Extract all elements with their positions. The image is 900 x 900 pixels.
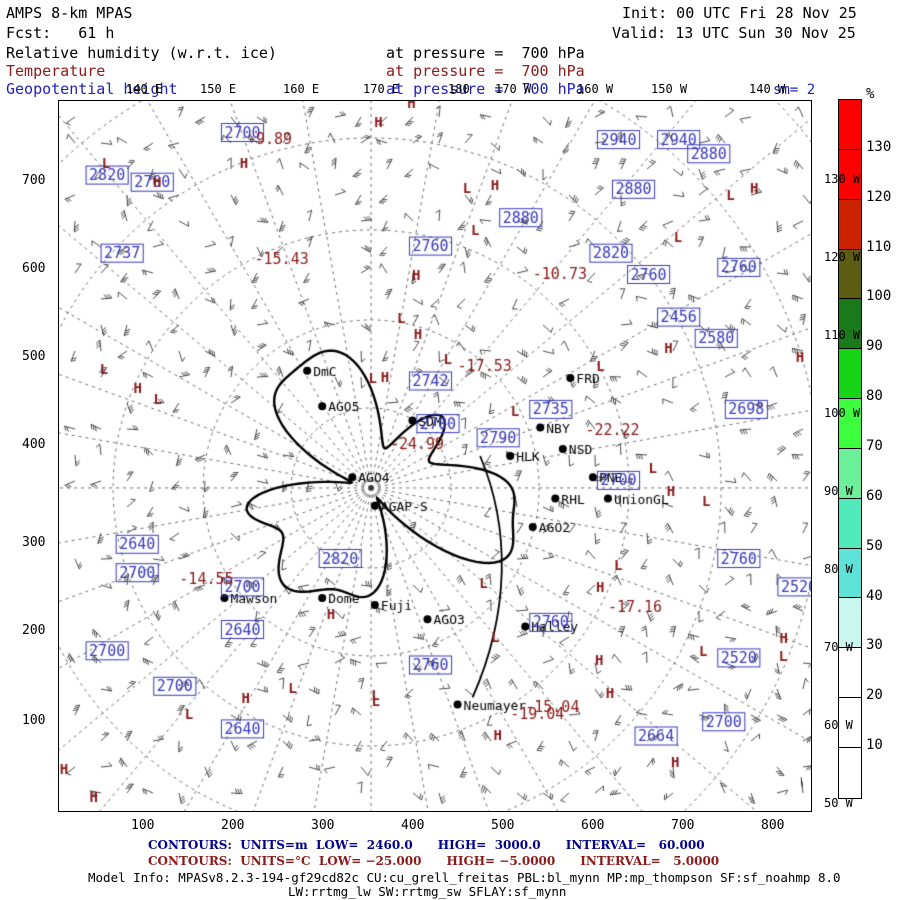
smoothing-label: sm= 2 bbox=[773, 82, 816, 98]
lon-label-140w: 140 W bbox=[749, 82, 786, 96]
footer-model-info: Model Info: MPASv8.2.3-194-gf29cd82c CU:… bbox=[88, 870, 841, 885]
init-time: Init: 00 UTC Fri 28 Nov 25 bbox=[622, 4, 857, 22]
lat-label-80w: 80 W bbox=[824, 562, 853, 576]
colorbar-tick-80: 80 bbox=[866, 388, 883, 405]
footer-height-contour-info: CONTOURS: UNITS=m LOW= 2460.0 HIGH= 3000… bbox=[148, 838, 705, 852]
y-axis-label-100: 100 bbox=[22, 713, 46, 728]
forecast-hour: Fcst: 61 h bbox=[6, 24, 115, 42]
lon-label-170w: 170 W bbox=[495, 82, 532, 96]
field-temperature-pressure: at pressure = 700 hPa bbox=[386, 62, 585, 80]
y-axis-label-700: 700 bbox=[22, 173, 46, 188]
colorbar-band-10 bbox=[839, 747, 861, 798]
lat-label-70w: 70 W bbox=[824, 640, 853, 654]
field-rh-pressure: at pressure = 700 hPa bbox=[386, 44, 585, 62]
lon-label-140e: 140 E bbox=[126, 82, 163, 96]
lat-label-130w: 130 W bbox=[824, 172, 861, 186]
lat-label-50w: 50 W bbox=[824, 796, 853, 810]
colorbar-band-20 bbox=[839, 698, 861, 748]
footer-temp-contour-info: CONTOURS: UNITS=°C LOW= −25.000 HIGH= −5… bbox=[148, 854, 720, 868]
lon-label-150e: 150 E bbox=[200, 82, 237, 96]
lon-label-150w: 150 W bbox=[651, 82, 688, 96]
field-rh-label: Relative humidity (w.r.t. ice) bbox=[6, 44, 277, 62]
y-axis-label-200: 200 bbox=[22, 623, 46, 638]
colorbar-band-130 bbox=[839, 149, 861, 200]
y-axis-label-600: 600 bbox=[22, 261, 46, 276]
x-axis-label-700: 700 bbox=[671, 818, 695, 833]
colorbar-tick-130: 130 bbox=[866, 138, 892, 155]
valid-time: Valid: 13 UTC Sun 30 Nov 25 bbox=[612, 24, 856, 42]
field-height-pressure: at pressure = 700 hPa bbox=[386, 80, 585, 98]
lon-label-180: 180 bbox=[448, 82, 470, 96]
colorbar-band-140 bbox=[839, 100, 861, 150]
x-axis-label-300: 300 bbox=[311, 818, 335, 833]
colorbar-band-60 bbox=[839, 498, 861, 549]
lon-label-160w: 160 W bbox=[577, 82, 614, 96]
lat-label-60w: 60 W bbox=[824, 718, 853, 732]
map-plot-area[interactable] bbox=[58, 100, 812, 812]
y-axis-label-400: 400 bbox=[22, 437, 46, 452]
colorbar-tick-30: 30 bbox=[866, 637, 883, 654]
lon-label-160e: 160 E bbox=[283, 82, 320, 96]
colorbar-band-110 bbox=[839, 249, 861, 300]
colorbar-tick-10: 10 bbox=[866, 737, 883, 754]
lat-label-90w: 90 W bbox=[824, 484, 853, 498]
x-axis-label-500: 500 bbox=[491, 818, 515, 833]
x-axis-label-400: 400 bbox=[401, 818, 425, 833]
colorbar-tick-20: 20 bbox=[866, 687, 883, 704]
colorbar-tick-50: 50 bbox=[866, 537, 883, 554]
colorbar-band-80 bbox=[839, 399, 861, 449]
y-axis-label-300: 300 bbox=[22, 535, 46, 550]
model-title: AMPS 8-km MPAS bbox=[6, 4, 133, 22]
footer-physics-info: LW:rrtmg_lw SW:rrtmg_sw SFLAY:sf_mynn bbox=[288, 884, 567, 899]
colorbar-unit-label: % bbox=[866, 86, 875, 102]
colorbar-tick-100: 100 bbox=[866, 288, 892, 305]
colorbar-band-70 bbox=[839, 448, 861, 499]
map-canvas[interactable] bbox=[59, 101, 811, 811]
colorbar-band-120 bbox=[839, 199, 861, 250]
x-axis-label-100: 100 bbox=[131, 818, 155, 833]
x-axis-label-600: 600 bbox=[581, 818, 605, 833]
colorbar-band-40 bbox=[839, 598, 861, 649]
colorbar-band-30 bbox=[839, 648, 861, 699]
y-axis-label-500: 500 bbox=[22, 349, 46, 364]
x-axis-label-800: 800 bbox=[761, 818, 785, 833]
colorbar-tick-70: 70 bbox=[866, 438, 883, 454]
lon-label-170e: 170 E bbox=[363, 82, 400, 96]
field-height-label: Geopotential height bbox=[6, 80, 178, 98]
colorbar-tick-110: 110 bbox=[866, 238, 892, 255]
colorbar-band-90 bbox=[839, 349, 861, 400]
colorbar-band-50 bbox=[839, 548, 861, 599]
lat-label-100w: 100 W bbox=[824, 406, 861, 420]
colorbar-tick-90: 90 bbox=[866, 338, 883, 355]
field-temperature-label: Temperature bbox=[6, 62, 106, 80]
colorbar-tick-40: 40 bbox=[866, 587, 883, 604]
colorbar-band-100 bbox=[839, 299, 861, 350]
lat-label-110w: 110 W bbox=[824, 328, 861, 342]
colorbar-tick-120: 120 bbox=[866, 188, 892, 205]
lat-label-120w: 120 W bbox=[824, 250, 861, 264]
colorbar[interactable] bbox=[838, 99, 862, 799]
x-axis-label-200: 200 bbox=[221, 818, 245, 833]
colorbar-tick-60: 60 bbox=[866, 487, 883, 504]
